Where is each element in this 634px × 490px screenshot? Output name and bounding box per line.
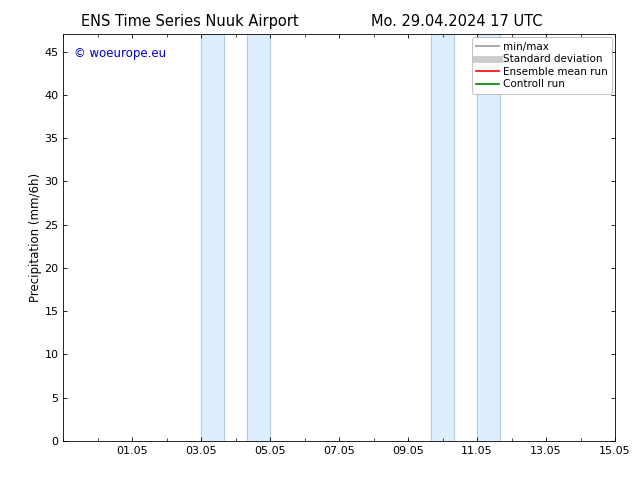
Y-axis label: Precipitation (mm/6h): Precipitation (mm/6h) <box>29 173 42 302</box>
Legend: min/max, Standard deviation, Ensemble mean run, Controll run: min/max, Standard deviation, Ensemble me… <box>472 37 612 94</box>
Text: ENS Time Series Nuuk Airport: ENS Time Series Nuuk Airport <box>81 14 299 29</box>
Text: © woeurope.eu: © woeurope.eu <box>74 47 167 59</box>
Text: Mo. 29.04.2024 17 UTC: Mo. 29.04.2024 17 UTC <box>371 14 542 29</box>
Bar <box>477 34 500 441</box>
Bar <box>431 34 454 441</box>
Bar <box>247 34 270 441</box>
Bar <box>202 34 224 441</box>
